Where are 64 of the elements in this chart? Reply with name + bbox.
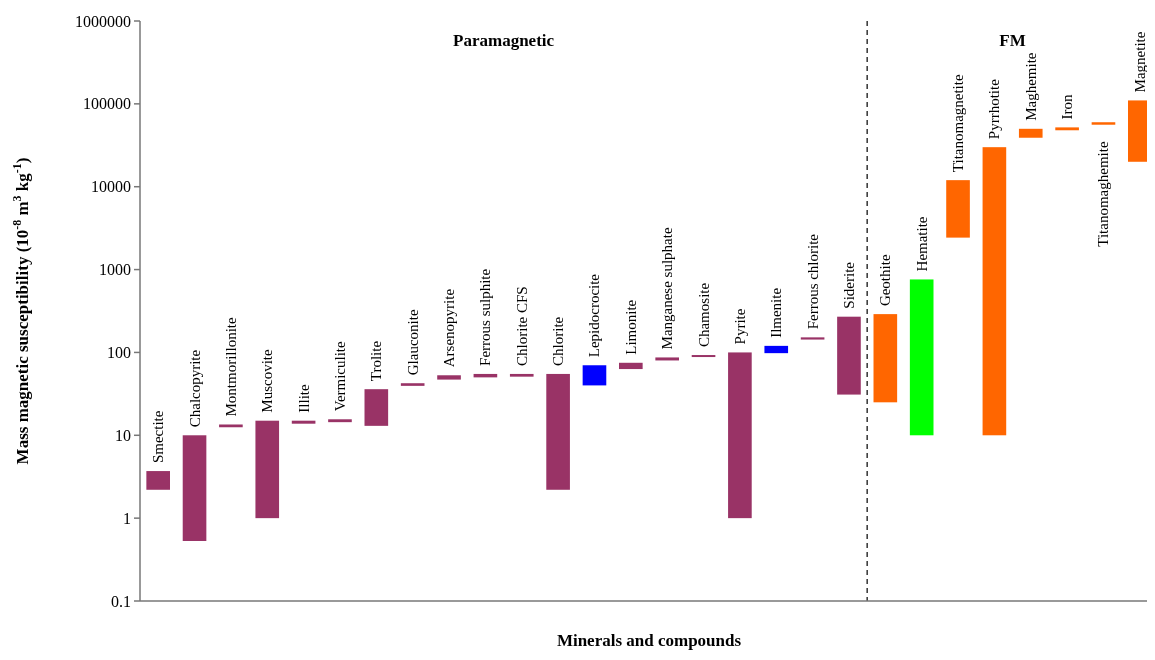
y-tick-label: 10000 xyxy=(91,178,131,196)
bar xyxy=(837,316,861,395)
x-tick-label: Limonite xyxy=(622,299,639,355)
x-tick-label: Glauconite xyxy=(404,309,421,376)
bar xyxy=(1055,127,1079,131)
bar xyxy=(800,337,825,340)
bar xyxy=(619,362,643,370)
bar xyxy=(1018,128,1043,138)
bar xyxy=(873,314,898,403)
x-tick-label: Chlorite xyxy=(550,316,567,366)
x-tick-label: Ferrous chlorite xyxy=(804,233,821,330)
bar xyxy=(364,389,389,426)
bar xyxy=(946,180,970,238)
x-tick-label: Hematite xyxy=(913,216,930,272)
x-tick-label: Montmorillonite xyxy=(222,316,239,417)
y-tick-label: 100 xyxy=(107,344,131,362)
bar xyxy=(182,435,207,541)
annotation: FM xyxy=(999,31,1026,50)
bar xyxy=(400,383,425,386)
x-tick-label: Trolite xyxy=(368,340,385,382)
bar xyxy=(219,424,243,428)
bar xyxy=(291,420,316,424)
bar xyxy=(764,345,789,354)
y-tick-label: 1 xyxy=(123,509,131,527)
x-tick-label: Titanomaghemite xyxy=(1095,141,1112,247)
x-tick-label: Arsenopyrite xyxy=(441,288,458,368)
x-tick-label: Muscovite xyxy=(259,349,276,413)
x-tick-label: Siderite xyxy=(840,261,857,309)
x-tick-label: Ferrous sulphite xyxy=(477,268,494,366)
bar xyxy=(437,375,461,380)
x-tick-label: Chalcopyrite xyxy=(186,349,203,428)
bar xyxy=(546,373,570,490)
y-tick-label: 100000 xyxy=(83,95,131,113)
x-tick-label: Smectite xyxy=(150,410,167,464)
x-tick-label: Pyrite xyxy=(731,308,748,345)
bar xyxy=(909,279,934,436)
x-tick-label: Chlorite CFS xyxy=(513,286,530,366)
bar xyxy=(509,373,534,377)
x-axis-title: Minerals and compounds xyxy=(556,631,742,650)
x-tick-label: Chamosite xyxy=(695,282,712,348)
bar xyxy=(655,357,679,361)
bar xyxy=(1091,122,1116,125)
y-tick-label: 1000 xyxy=(99,261,131,279)
x-tick-label: Illite xyxy=(295,384,312,413)
y-tick-label: 0.1 xyxy=(111,592,131,610)
x-tick-label: Iron xyxy=(1059,93,1076,120)
x-tick-label: Titanomagnetite xyxy=(950,74,967,173)
bar xyxy=(982,147,1007,436)
x-tick-label: Geothite xyxy=(877,254,894,307)
bar xyxy=(582,365,607,386)
x-tick-label: Vermiculite xyxy=(331,340,348,412)
x-tick-label: Ilmenite xyxy=(768,287,785,338)
x-tick-label: Manganese sulphate xyxy=(659,227,676,350)
y-tick-label: 1000000 xyxy=(75,12,131,30)
y-tick-label: 10 xyxy=(115,426,131,444)
bar xyxy=(146,471,170,490)
bar xyxy=(691,355,716,358)
bar xyxy=(255,420,280,519)
x-tick-label: Maghemite xyxy=(1022,52,1039,121)
bar xyxy=(328,419,352,423)
x-tick-label: Pyrrhotite xyxy=(986,78,1003,140)
x-tick-label: Lepidocrocite xyxy=(586,273,603,358)
bar xyxy=(728,352,752,519)
annotation: Paramagnetic xyxy=(453,31,555,50)
